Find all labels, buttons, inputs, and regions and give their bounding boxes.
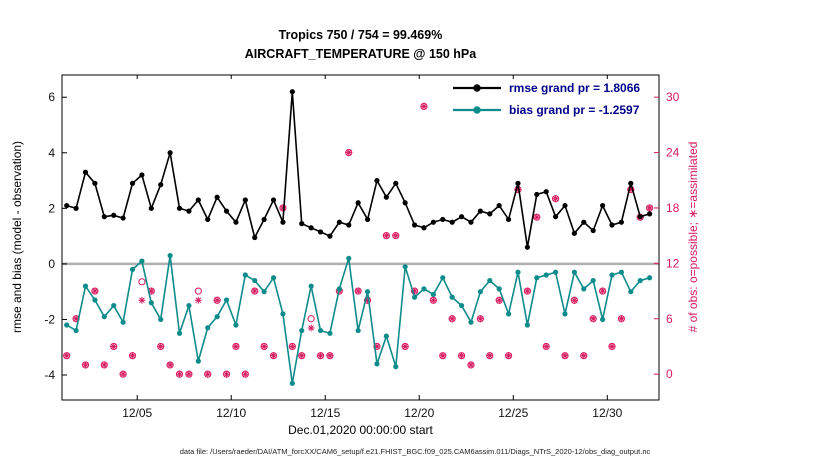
legend-row-bias: bias grand pr = -1.2597	[452, 101, 640, 119]
legend-label-rmse: rmse grand pr = 1.8066	[509, 81, 641, 95]
legend: rmse grand pr = 1.8066 bias grand pr = -…	[452, 79, 640, 119]
bias-line-swatch	[453, 106, 501, 114]
svg-text:12/15: 12/15	[310, 406, 340, 420]
svg-text:12/25: 12/25	[498, 406, 528, 420]
legend-row-rmse: rmse grand pr = 1.8066	[452, 79, 640, 97]
svg-text:4: 4	[48, 146, 55, 160]
rmse-line-swatch	[453, 84, 501, 92]
left-axis-label: rmse and bias (model - observation)	[10, 140, 24, 334]
svg-text:0: 0	[48, 257, 55, 271]
x-axis-label: Dec.01,2020 00:00:00 start	[288, 423, 433, 437]
svg-text:-4: -4	[44, 368, 55, 382]
svg-text:12/05: 12/05	[122, 406, 152, 420]
svg-text:12/30: 12/30	[592, 406, 622, 420]
title-line2: AIRCRAFT_TEMPERATURE @ 150 hPa	[244, 46, 477, 61]
svg-text:2: 2	[48, 201, 55, 215]
svg-text:6: 6	[48, 90, 55, 104]
svg-text:12/10: 12/10	[216, 406, 246, 420]
data-file-caption: data file: /Users/raeder/DAI/ATM_forcXX/…	[179, 447, 651, 456]
svg-text:12/20: 12/20	[404, 406, 434, 420]
right-axis-label: # of obs: o=possible; ∗=assimilated	[686, 141, 700, 333]
svg-text:0: 0	[666, 367, 673, 381]
svg-text:12: 12	[666, 256, 680, 270]
svg-text:18: 18	[666, 201, 680, 215]
chart-title: Tropics 750 / 754 = 99.469% AIRCRAFT_TEM…	[0, 26, 721, 64]
svg-text:30: 30	[666, 90, 680, 104]
svg-text:6: 6	[666, 312, 673, 326]
legend-label-bias: bias grand pr = -1.2597	[509, 103, 640, 117]
title-line1: Tropics 750 / 754 = 99.469%	[278, 28, 443, 42]
svg-text:-2: -2	[44, 312, 55, 326]
svg-text:24: 24	[666, 146, 680, 160]
